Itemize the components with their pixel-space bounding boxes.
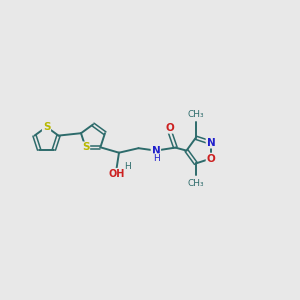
- Text: CH₃: CH₃: [188, 110, 204, 118]
- Text: O: O: [166, 123, 174, 133]
- Text: CH₃: CH₃: [188, 179, 204, 188]
- Text: S: S: [82, 142, 89, 152]
- Text: H: H: [153, 154, 160, 163]
- Text: OH: OH: [108, 169, 125, 179]
- Text: O: O: [206, 154, 215, 164]
- Text: N: N: [206, 138, 215, 148]
- Text: H: H: [124, 162, 131, 171]
- Text: S: S: [43, 122, 50, 132]
- Text: N: N: [152, 146, 160, 156]
